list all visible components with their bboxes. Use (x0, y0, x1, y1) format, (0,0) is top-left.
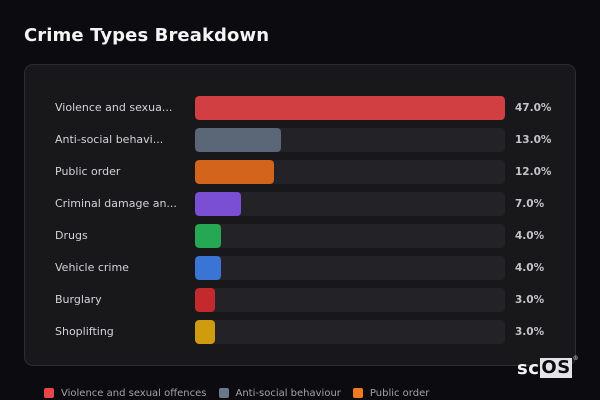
bar-row: Shoplifting 3.0% (25, 320, 575, 344)
bar-row: Violence and sexua... 47.0% (25, 96, 575, 120)
bar-track (195, 192, 505, 216)
logo-highlight: OS (540, 357, 572, 378)
scos-logo: sc OS ® (517, 355, 580, 379)
bar-fill[interactable] (195, 256, 222, 280)
chart-card: Violence and sexua... 47.0% Anti-social be… (24, 64, 576, 366)
registered-mark-icon: ® (572, 355, 580, 362)
bar-fill[interactable] (195, 224, 222, 248)
bar-fill[interactable] (195, 288, 215, 312)
bar-row: Criminal damage an... 7.0% (25, 192, 575, 216)
bar-track (195, 256, 505, 280)
bar-value: 47.0% (515, 102, 552, 114)
page-title: Crime Types Breakdown (24, 25, 270, 46)
legend-swatch-icon (218, 388, 229, 398)
bar-row: Drugs 4.0% (25, 224, 575, 248)
bar-row: Vehicle crime 4.0% (25, 256, 575, 280)
bar-label: Shoplifting (55, 325, 114, 338)
bar-track (195, 160, 505, 184)
legend-item[interactable]: Violence and sexual offences (44, 388, 207, 399)
legend-swatch-icon (44, 388, 54, 398)
bar-value: 4.0% (515, 262, 545, 274)
bar-value: 12.0% (515, 166, 552, 178)
bar-value: 13.0% (515, 134, 552, 146)
bar-row: Public order 12.0% (25, 160, 575, 184)
bar-label: Public order (55, 165, 121, 178)
bar-label: Criminal damage an... (55, 197, 177, 210)
legend-label: Violence and sexual offences (61, 387, 207, 399)
bar-row: Anti-social behavi... 13.0% (25, 128, 575, 152)
bar-track (195, 224, 505, 248)
bar-label: Violence and sexua... (55, 101, 173, 114)
bar-label: Anti-social behavi... (55, 133, 164, 146)
bar-fill[interactable] (195, 192, 242, 216)
bar-track (195, 96, 505, 120)
bar-value: 3.0% (515, 326, 545, 338)
bar-fill[interactable] (195, 320, 215, 344)
legend-label: Anti-social behaviour (235, 387, 341, 399)
bar-track (195, 288, 505, 312)
bar-label: Drugs (55, 229, 88, 242)
bar-row: Burglary 3.0% (25, 288, 575, 312)
bar-value: 7.0% (515, 198, 545, 210)
bar-value: 4.0% (515, 230, 545, 242)
bar-label: Vehicle crime (55, 261, 129, 274)
legend-item[interactable]: Anti-social behaviour (218, 387, 341, 399)
logo-prefix: sc (517, 357, 540, 379)
legend-item[interactable]: Public order (352, 387, 430, 399)
bar-fill[interactable] (195, 96, 505, 120)
bar-label: Burglary (55, 293, 102, 306)
bar-track (195, 320, 505, 344)
legend-label: Public order (369, 387, 430, 399)
chart-legend: Violence and sexual offences Anti-social … (44, 386, 441, 400)
legend-swatch-icon (352, 388, 363, 398)
bar-fill[interactable] (195, 128, 281, 152)
bar-track (195, 128, 505, 152)
bar-fill[interactable] (195, 160, 275, 184)
bar-value: 3.0% (515, 294, 545, 306)
